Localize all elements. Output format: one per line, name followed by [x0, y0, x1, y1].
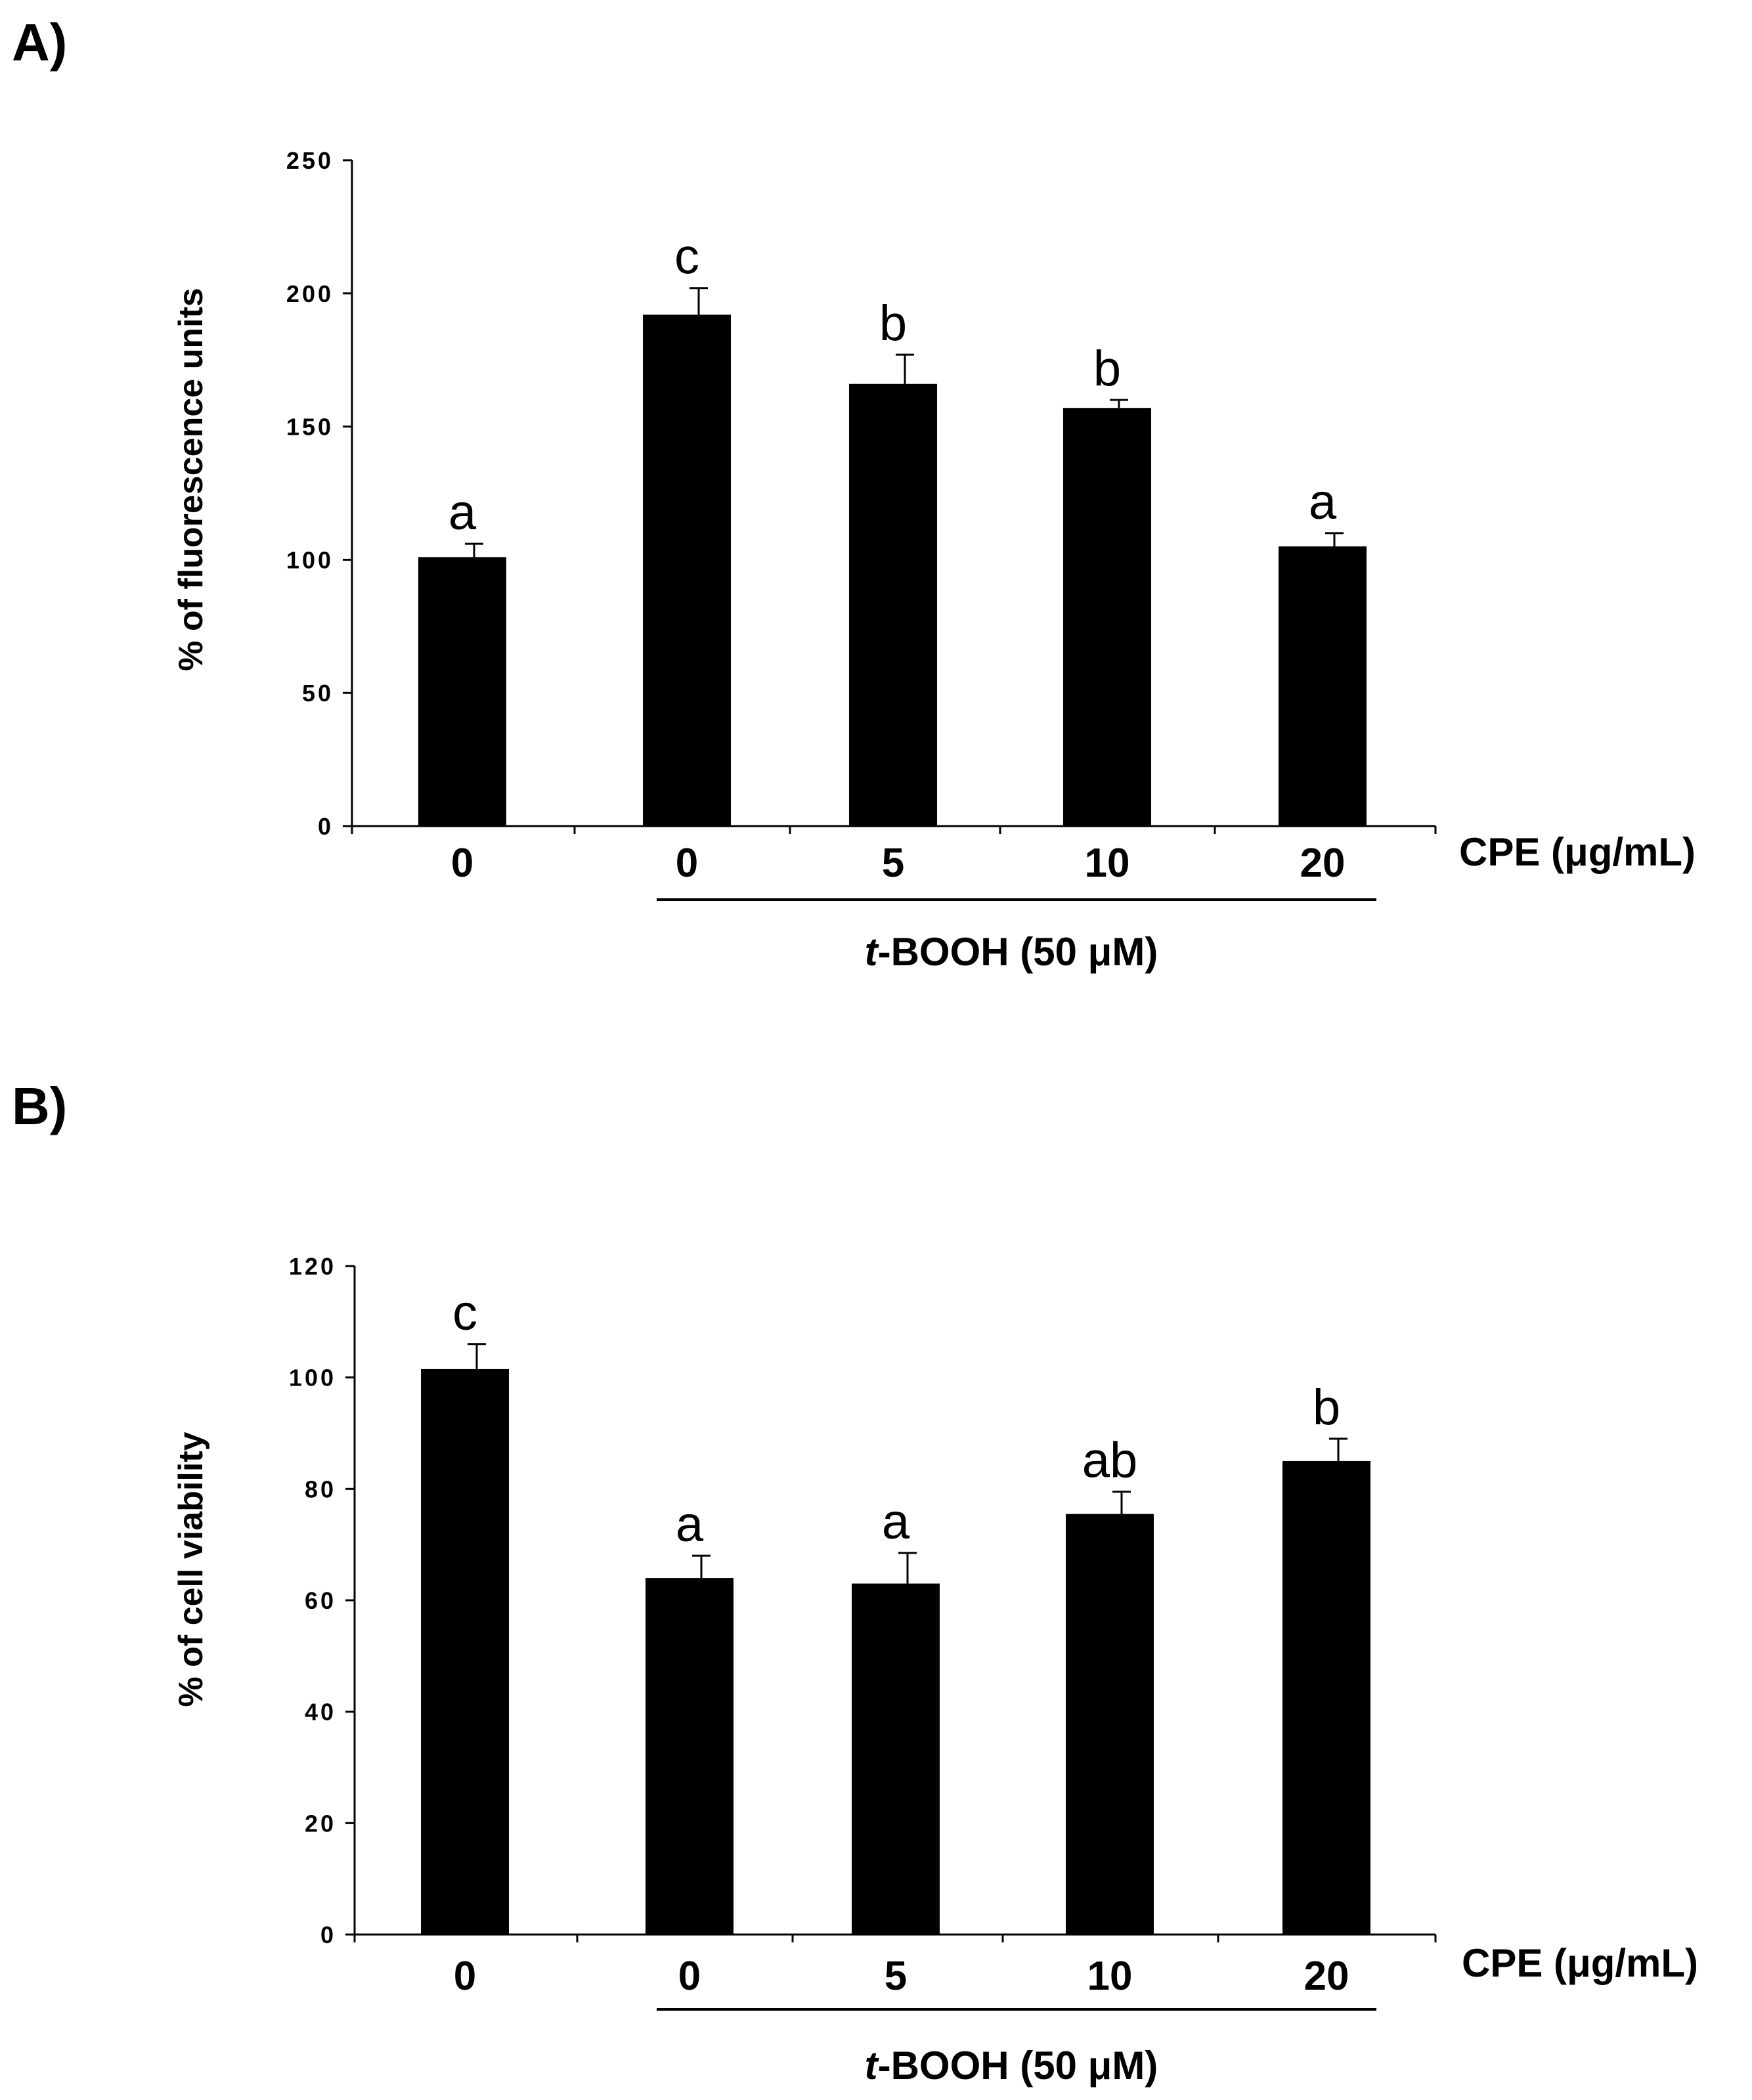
bars: a c b b a	[418, 229, 1367, 826]
significance-label: ab	[1082, 1433, 1138, 1489]
bar	[1063, 408, 1151, 826]
y-tick-label: 50	[302, 680, 334, 707]
bar	[1282, 1460, 1370, 1935]
bar	[643, 315, 731, 826]
x-category-label: 0	[454, 1954, 476, 1999]
group-label: t-BOOH (50 μM)	[865, 930, 1158, 974]
y-tick-label: 250	[286, 147, 334, 174]
bar	[1279, 546, 1367, 826]
significance-label: a	[449, 485, 477, 540]
significance-label: c	[674, 229, 699, 285]
significance-label: b	[1313, 1380, 1340, 1435]
x-category-label: 20	[1300, 841, 1346, 886]
x-category-label: 0	[678, 1954, 701, 1999]
x-category-label: 0	[451, 841, 473, 886]
bar	[849, 383, 937, 826]
x-category-label: 10	[1085, 841, 1130, 886]
significance-label: a	[676, 1497, 704, 1552]
x-category-label: 10	[1087, 1954, 1133, 1999]
y-tick-label: 100	[289, 1365, 336, 1391]
y-tick-label: 150	[286, 414, 334, 441]
panel-label: B)	[12, 1077, 67, 1135]
x-category-labels: 0 0 5 10 20	[451, 841, 1346, 886]
significance-label: a	[1309, 474, 1337, 530]
bar	[1066, 1514, 1154, 1935]
significance-label: c	[452, 1285, 477, 1341]
bar	[852, 1583, 940, 1935]
x-unit-label: CPE (μg/mL)	[1462, 1941, 1698, 1985]
y-tick-label: 80	[305, 1476, 336, 1502]
y-axis-title: % of fluorescence units	[172, 288, 210, 671]
x-category-label: 0	[676, 841, 698, 886]
x-unit-label: CPE (μg/mL)	[1459, 830, 1696, 874]
group-label-italic: t	[865, 930, 880, 974]
y-tick-label: 200	[286, 280, 334, 307]
y-tick-label: 100	[286, 546, 334, 573]
group-label-italic: t	[865, 2044, 880, 2088]
x-category-label: 5	[885, 1954, 907, 1999]
y-tick-label: 0	[318, 813, 334, 840]
significance-label: a	[882, 1494, 910, 1550]
panel-a: A) % of fluorescence units 0501001502002…	[12, 13, 1696, 974]
y-tick-label: 60	[305, 1587, 336, 1614]
bar	[646, 1578, 734, 1935]
significance-label: b	[879, 295, 907, 351]
bars: c a a ab b	[421, 1285, 1370, 1935]
significance-label: b	[1093, 341, 1121, 397]
x-category-labels: 0 0 5 10 20	[454, 1954, 1349, 1999]
group-label-rest: -BOOH (50 μM)	[878, 2044, 1158, 2088]
group-label: t-BOOH (50 μM)	[865, 2044, 1158, 2088]
y-tick-label: 0	[320, 1921, 336, 1948]
bar	[418, 557, 506, 826]
y-axis-title: % of cell viability	[172, 1432, 210, 1707]
y-axis-ticks: 0 50 100 150 200 250	[286, 147, 352, 840]
bar	[421, 1368, 509, 1935]
y-tick-label: 120	[289, 1253, 336, 1280]
y-axis-ticks: 0 20 40 60 80 100 120	[289, 1253, 355, 1948]
y-tick-label: 40	[305, 1699, 336, 1726]
y-tick-label: 20	[305, 1810, 336, 1837]
x-category-label: 5	[882, 841, 904, 886]
panel-label: A)	[12, 13, 67, 72]
x-category-label: 20	[1304, 1954, 1349, 1999]
group-label-rest: -BOOH (50 μM)	[878, 930, 1158, 974]
